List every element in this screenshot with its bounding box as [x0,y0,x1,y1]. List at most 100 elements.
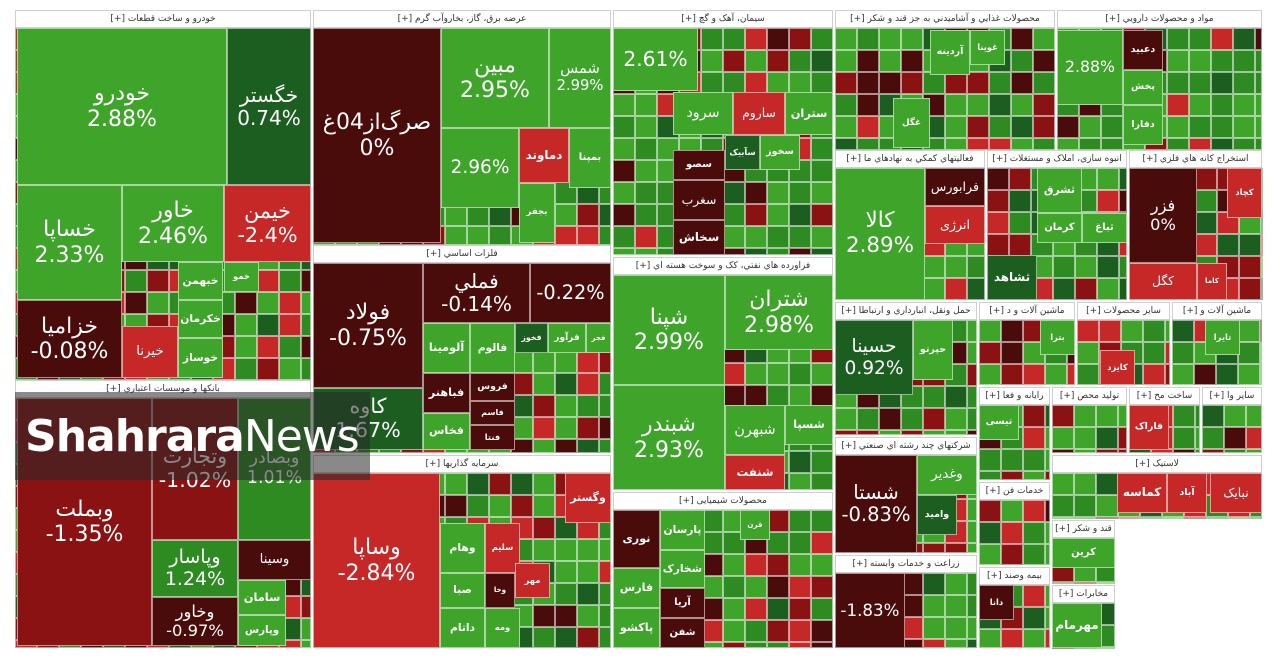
filler-cell [1052,427,1074,449]
stock-cell: مهرمام [1052,603,1102,648]
filler-cell [879,50,901,72]
stock-name: مبین [474,52,516,78]
stock-cell: ثشاهد [987,255,1037,300]
filler-cell [1194,364,1216,385]
stock-name: کگل [1151,274,1174,289]
filler-cell [967,543,977,553]
sector-header: مواد و محصولات دارويي [+] [1057,10,1262,28]
filler-cell [967,138,989,150]
stock-name: خبهمن [182,273,219,287]
filler-cell [723,385,745,407]
filler-cell [767,620,789,642]
stock-name: فاسم [481,408,504,418]
filler-cell [745,598,767,620]
filler-cell [1045,522,1050,544]
filler-cell [879,430,901,435]
stock-name: ثشرق [1043,183,1076,197]
filler-cell [1099,320,1121,342]
filler-cell [723,72,745,94]
filler-cell [555,417,577,439]
filler-cell [923,72,945,94]
filler-cell [835,94,857,116]
filler-cell [835,116,857,138]
filler-cell [279,336,301,358]
filler-cell [789,248,811,255]
stock-cell: پخش [1123,70,1163,105]
filler-cell [533,495,555,517]
stock-cell: فنتا [470,425,515,450]
filler-cell [979,364,1001,385]
stock-change: 2.88% [1065,57,1115,77]
stock-cell: مهر [515,563,550,598]
filler-cell [1033,28,1055,50]
filler-cell [967,256,985,278]
filler-cell [767,385,789,407]
filler-cell [901,28,923,50]
filler-cell [1167,72,1189,94]
filler-cell [1211,50,1233,72]
stock-cell: خیمن -2.4% [224,185,311,262]
stock-cell: خساپا 2.33% [17,185,122,300]
filler-cell [945,595,967,617]
filler-cell [723,576,745,598]
filler-cell [599,627,611,648]
filler-cell [789,532,811,554]
stock-name: فخوز [521,333,542,343]
filler-cell [811,510,833,532]
stock-name: دعبید [1130,43,1156,55]
filler-cell [945,408,967,430]
stock-cell: سخاش [673,220,725,255]
filler-cell [301,314,311,336]
filler-cell [901,408,923,430]
stock-cell: 2.88% [1057,30,1123,105]
sector-header: عرضه برق، گاز، بخاروآب گرم [+] [313,10,611,28]
filler-cell [879,28,901,50]
stock-name: نوری [622,531,651,545]
stock-name: فباهنر [428,385,465,399]
stock-name: صبا [453,583,472,597]
sector-header: فعاليتهاي کمکي به نهادهاي ما [+] [835,150,985,168]
filler-cell [489,473,511,495]
filler-cell [1023,522,1045,544]
filler-cell [1096,495,1118,517]
stock-name: سغرب [681,192,717,207]
stock-cell: شسپا [785,405,833,445]
filler-cell [987,212,1009,234]
filler-cell [1011,94,1033,116]
stock-cell: وسینا [238,540,311,580]
stock-cell: خاور 2.46% [122,185,224,262]
stock-name: فخاس [428,424,465,438]
filler-cell [533,439,555,453]
filler-cell [1173,427,1195,449]
filler-cell [613,204,635,226]
filler-cell [1165,342,1170,364]
filler-cell [1250,517,1262,519]
filler-cell [235,336,257,358]
filler-cell [767,248,789,255]
stock-name: وبملت [55,496,114,522]
filler-cell [1075,256,1097,278]
filler-cell [235,292,257,314]
filler-cell [1224,449,1246,453]
filler-cell [1052,582,1074,584]
filler-cell [1119,190,1127,212]
filler-cell [1075,278,1097,300]
filler-cell [945,386,967,408]
filler-cell [599,204,611,226]
stock-name: وساپا [352,535,401,561]
stock-name: خودرو [93,81,150,107]
watermark: Shahrara News [15,392,370,480]
sector-header: فراورده هاي نفتي، کک و سوخت هسته اي [+] [613,257,833,275]
filler-cell [1096,582,1115,584]
filler-cell [1033,72,1055,94]
filler-cell [1172,342,1194,364]
filler-cell [599,561,611,583]
filler-cell [923,278,945,300]
filler-cell [1255,28,1262,50]
filler-cell [1074,449,1096,453]
filler-cell [1023,405,1045,427]
stock-cell: وخاور -0.97% [152,597,238,646]
filler-cell [1101,138,1123,150]
stock-cell: آردینه [930,30,970,75]
filler-cell [979,471,1001,480]
